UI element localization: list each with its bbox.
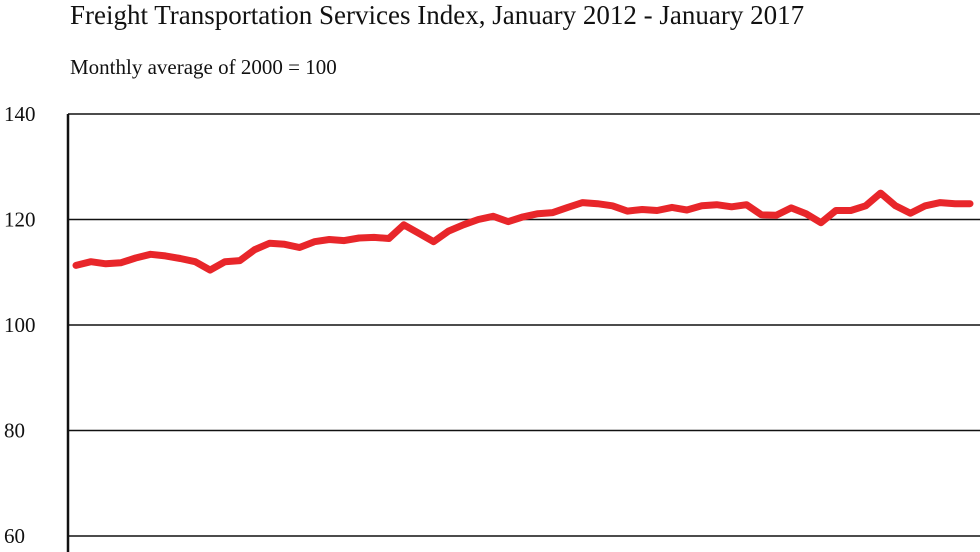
gridlines: [68, 113, 980, 537]
y-axis-ticks: 60 80 100 120 140: [4, 102, 36, 548]
chart-subtitle: Monthly average of 2000 = 100: [70, 55, 337, 79]
y-tick-label-120: 120: [4, 208, 36, 232]
series-group: [72, 189, 974, 274]
chart-title: Freight Transportation Services Index, J…: [70, 0, 805, 30]
series-line-0: [72, 189, 974, 274]
y-tick-label-100: 100: [4, 313, 36, 337]
y-tick-label-60: 60: [4, 524, 25, 548]
y-tick-label-80: 80: [4, 419, 25, 443]
y-tick-label-140: 140: [4, 102, 36, 126]
